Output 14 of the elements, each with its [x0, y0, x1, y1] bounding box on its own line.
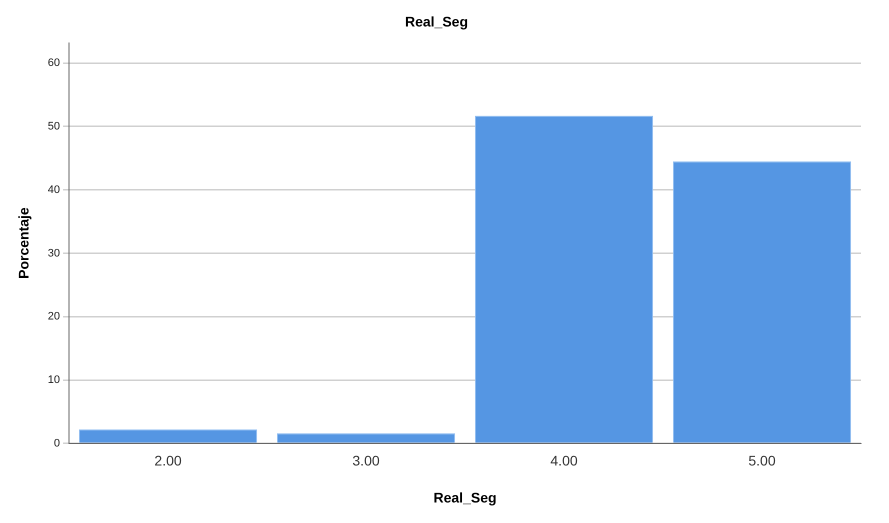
y-tick-label: 10	[48, 374, 60, 386]
y-tick-label: 0	[54, 437, 60, 450]
chart-title: Real_Seg	[404, 13, 468, 30]
y-tick-label: 50	[48, 120, 60, 132]
x-tick-label: 4.00	[550, 452, 578, 469]
x-tick-label: 5.00	[748, 452, 776, 469]
x-tick-label: 2.00	[154, 452, 182, 469]
x-axis-title: Real_Seg	[433, 489, 497, 506]
y-axis-title: Porcentaje	[15, 207, 32, 279]
y-tick-label: 60	[48, 57, 60, 70]
y-tick-label: 20	[48, 310, 60, 323]
y-tick-label: 40	[48, 184, 60, 196]
x-tick-label: 3.00	[352, 452, 380, 469]
y-tick-label: 30	[48, 247, 60, 260]
